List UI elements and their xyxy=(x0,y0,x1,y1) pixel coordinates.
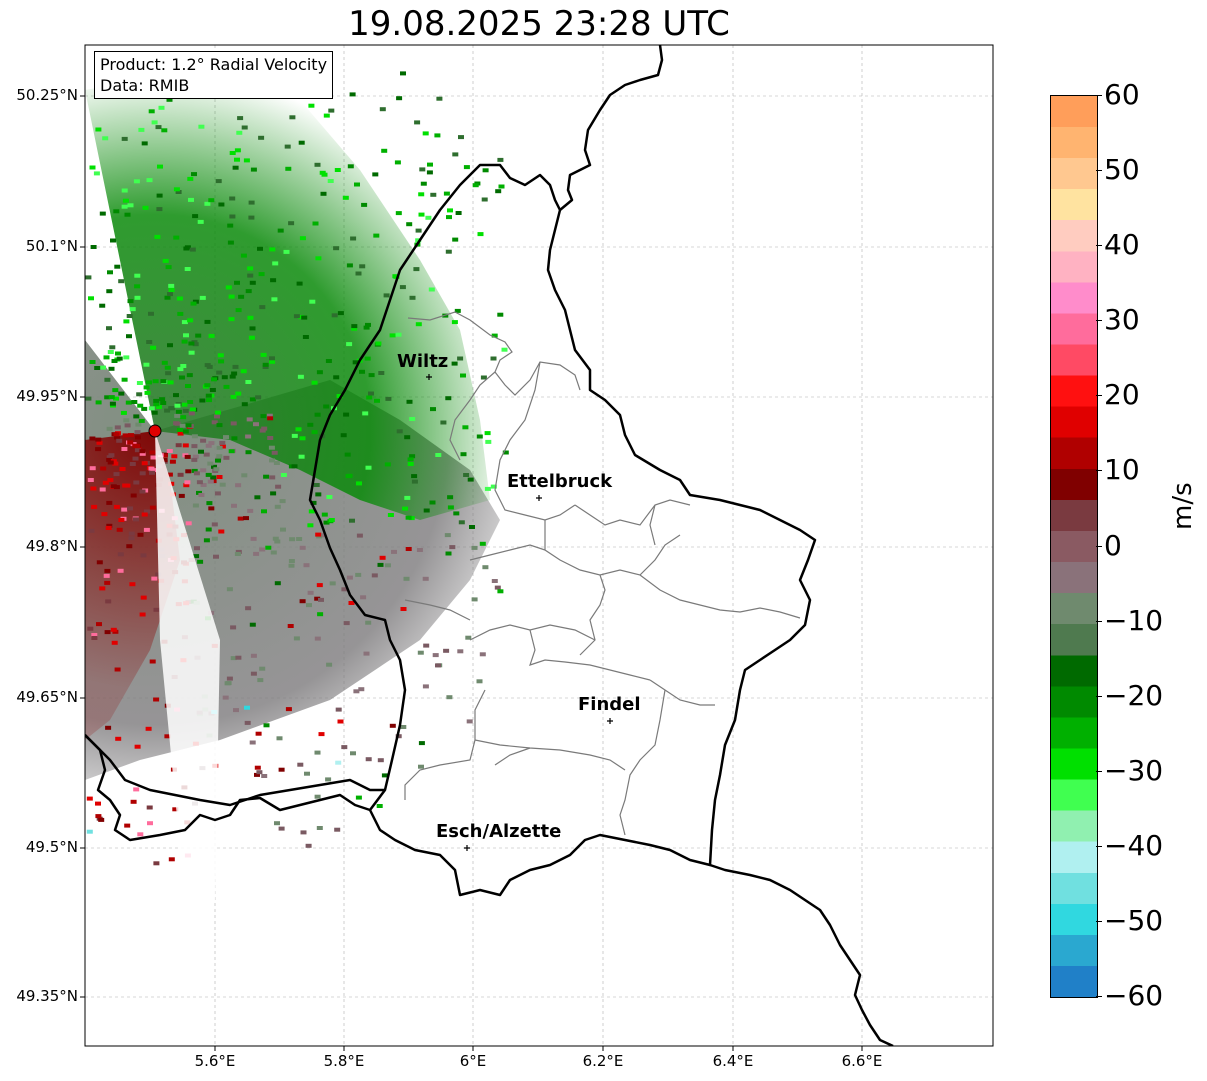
country-borders xyxy=(85,45,894,1046)
city-label-ettelbruck: Ettelbruck xyxy=(507,471,613,492)
product-label: Product: 1.2° Radial Velocity xyxy=(100,55,328,74)
radar-site xyxy=(148,424,162,438)
colorbar-tick-mark xyxy=(1096,920,1102,922)
colorbar-tick-label: −60 xyxy=(1104,979,1164,1012)
colorbar-tick-mark xyxy=(1096,95,1102,96)
lon-label: 6.2°E xyxy=(582,1052,624,1070)
colorbar-tick-mark xyxy=(1096,170,1102,172)
colorbar-tick-mark xyxy=(1096,470,1102,472)
lon-label: 5.8°E xyxy=(323,1052,365,1070)
city-label-wiltz: Wiltz xyxy=(397,351,449,372)
lat-label: 49.5°N xyxy=(25,838,78,856)
colorbar-tick-label: −30 xyxy=(1104,753,1164,787)
lat-label: 49.65°N xyxy=(16,688,78,706)
axis-ticks xyxy=(80,95,863,1051)
canton-borders xyxy=(404,311,801,836)
colorbar-tick-label: 60 xyxy=(1104,78,1140,111)
colorbar-tick-label: 0 xyxy=(1104,528,1122,562)
lon-label: 6°E xyxy=(459,1052,487,1070)
colorbar-tick-mark xyxy=(1096,996,1102,997)
lon-label: 5.6°E xyxy=(194,1052,236,1070)
lat-label: 50.25°N xyxy=(16,86,78,104)
colorbar-tick-label: −10 xyxy=(1104,603,1164,637)
lon-label: 6.6°E xyxy=(841,1052,883,1070)
velocity-colorbar xyxy=(1050,95,1098,998)
city-label-findel: Findel xyxy=(578,694,641,715)
plot-frame xyxy=(84,44,994,1047)
colorbar-tick-mark xyxy=(1096,545,1102,547)
map-title: 19.08.2025 23:28 UTC xyxy=(348,4,730,44)
colorbar-tick-label: 50 xyxy=(1104,153,1140,187)
lat-label: 50.1°N xyxy=(25,237,78,255)
colorbar-tick-label: 10 xyxy=(1104,453,1140,487)
colorbar-tick-label: −20 xyxy=(1104,678,1164,712)
colorbar-tick-mark xyxy=(1096,320,1102,322)
colorbar-tick-mark xyxy=(1096,770,1102,772)
lat-label: 49.8°N xyxy=(25,537,78,555)
lat-label: 49.95°N xyxy=(16,387,78,405)
city-markers xyxy=(426,374,613,851)
colorbar-tick-label: 40 xyxy=(1104,228,1140,262)
lat-label: 49.35°N xyxy=(16,987,78,1005)
colorbar-tick-mark xyxy=(1096,245,1102,247)
city-label-esch-alzette: Esch/Alzette xyxy=(436,821,562,842)
product-info-box: Product: 1.2° Radial Velocity Data: RMIB xyxy=(94,51,334,99)
lon-label: 6.4°E xyxy=(712,1052,754,1070)
colorbar-tick-label: 20 xyxy=(1104,378,1140,412)
colorbar-tick-mark xyxy=(1096,845,1102,847)
colorbar-tick-label: −50 xyxy=(1104,903,1164,937)
colorbar-tick-mark xyxy=(1096,395,1102,397)
colorbar-unit-label: m/s xyxy=(1168,482,1198,530)
colorbar-tick-label: 30 xyxy=(1104,303,1140,337)
colorbar-tick-label: −40 xyxy=(1104,828,1164,862)
colorbar-tick-mark xyxy=(1096,620,1102,622)
radar-echoes xyxy=(85,70,509,900)
data-source-label: Data: RMIB xyxy=(100,76,190,95)
colorbar-tick-mark xyxy=(1096,695,1102,697)
